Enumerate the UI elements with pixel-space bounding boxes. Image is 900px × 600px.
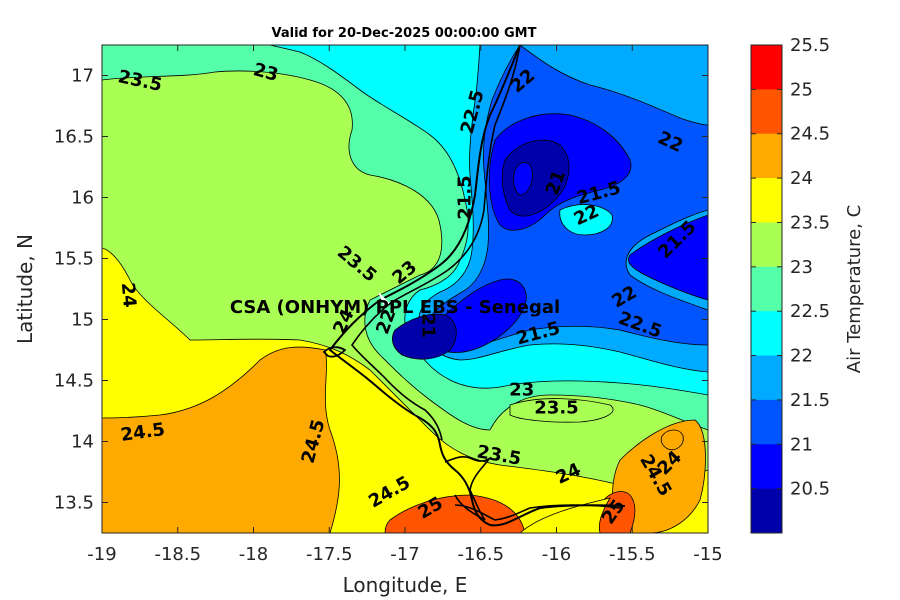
band-23.5-blob (509, 398, 614, 423)
station-star-icon (378, 292, 390, 308)
colorbar-swatch (751, 45, 782, 90)
colorbar-tick-label: 23 (790, 257, 813, 278)
station-label: CSA (ONHYM) PPL EBS - Senegal (230, 297, 560, 318)
colorbar-swatch (751, 178, 782, 223)
x-axis-label: Longitude, E (343, 573, 468, 597)
contour-field (102, 45, 708, 533)
band-20.5-eye (513, 162, 533, 196)
colorbar-tick-label: 22.5 (790, 301, 830, 322)
coastline-inner (351, 45, 521, 441)
band-24.5-blob-dot (660, 429, 684, 451)
colorbar-swatch (751, 89, 782, 135)
x-tick-label: -17.5 (306, 544, 353, 565)
colorbar-swatch (751, 488, 782, 534)
band-20.5-upper (501, 139, 570, 217)
colorbar-swatch (751, 311, 782, 357)
contour-label: 24 (117, 282, 140, 309)
y-tick-label: 17 (71, 66, 94, 87)
contour-label: 21 (418, 313, 439, 338)
x-tick-label: -17 (390, 544, 419, 565)
y-tick-label: 15 (71, 310, 94, 331)
colorbar-tick-label: 20.5 (790, 479, 830, 500)
x-tick-label: -18.5 (154, 544, 201, 565)
dakar-peninsula (322, 346, 347, 358)
coastline (328, 45, 626, 527)
colorbar-tick-label: 24 (790, 168, 813, 189)
x-tick-label: -15 (693, 544, 722, 565)
colorbar-swatch (751, 133, 782, 179)
colorbar-swatch (751, 399, 782, 445)
y-tick-label: 15.5 (54, 249, 94, 270)
x-tick-label: -15.5 (609, 544, 656, 565)
x-tick-label: -19 (87, 544, 116, 565)
colorbar-swatch (751, 355, 782, 401)
x-axis-ticks: -19 -18.5 -18 -17.5 -17 -16.5 -16 -15.5 -15 (87, 45, 723, 565)
colorbar-tick-label: 21 (790, 434, 813, 455)
river-line (444, 455, 491, 521)
contour-label: 21.5 (455, 175, 476, 219)
station-marker: CSA (ONHYM) PPL EBS - Senegal (230, 292, 560, 318)
colorbar-label: Air Temperature, C (844, 205, 865, 373)
y-tick-label: 14 (71, 432, 94, 453)
band-24-wedge (519, 497, 611, 533)
colorbar-tick-label: 21.5 (790, 390, 830, 411)
colorbar: 25.5 25 24.5 24 23.5 23 22.5 22 21.5 21 20.5 (750, 35, 830, 534)
colorbar-swatch (751, 444, 782, 490)
y-tick-label: 16 (71, 188, 94, 209)
colorbar-swatch (751, 222, 782, 268)
y-axis-label: Latitude, N (13, 234, 37, 344)
band-22.5-blob (559, 204, 613, 236)
gambia-border (454, 504, 621, 521)
colorbar-tick-label: 23.5 (790, 212, 830, 233)
map-title: Valid for 20-Dec-2025 00:00:00 GMT (272, 26, 537, 41)
band-25-blob-center (384, 494, 526, 533)
contour-label: 23 (509, 379, 534, 400)
colorbar-tick-label: 24.5 (790, 124, 830, 145)
colorbar-tick-label: 22 (790, 346, 813, 367)
colorbar-tick-label: 25 (790, 79, 813, 100)
colorbar-tick-label: 25.5 (790, 35, 830, 56)
y-axis-ticks: 17 16.5 16 15.5 15 14.5 14 13.5 (54, 66, 708, 514)
colorbar-frame (750, 44, 783, 534)
band-20.5-lower (391, 313, 457, 360)
band-21-right (628, 214, 708, 301)
y-tick-label: 13.5 (54, 493, 94, 514)
x-tick-label: -16 (542, 544, 571, 565)
x-tick-label: -18 (239, 544, 268, 565)
y-tick-label: 16.5 (54, 127, 94, 148)
y-tick-label: 14.5 (54, 371, 94, 392)
x-tick-label: -16.5 (457, 544, 504, 565)
contour-label: 23.5 (534, 398, 578, 419)
colorbar-swatch (751, 266, 782, 312)
